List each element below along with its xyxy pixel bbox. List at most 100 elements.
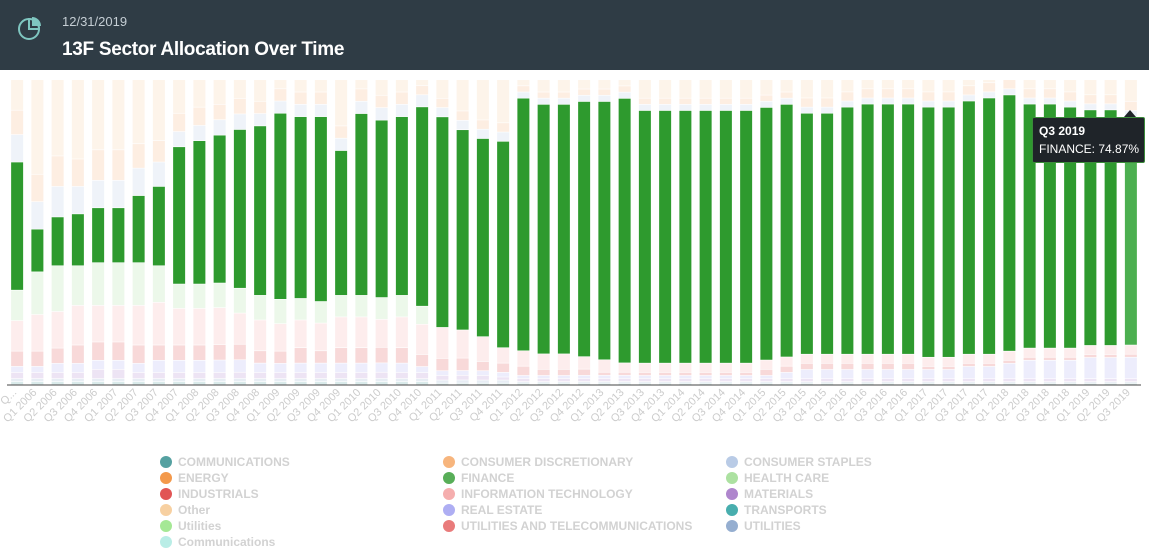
bar-segment[interactable] — [51, 156, 64, 187]
bar-segment[interactable] — [638, 80, 651, 98]
bar-segment[interactable] — [416, 354, 429, 367]
bar-segment[interactable] — [1064, 348, 1077, 357]
bar-segment[interactable] — [395, 363, 408, 373]
bar-segment[interactable] — [719, 378, 732, 382]
bar-segment[interactable] — [497, 363, 510, 373]
bar-segment[interactable] — [335, 378, 348, 382]
bar-segment[interactable] — [11, 378, 24, 382]
bar-segment[interactable] — [497, 80, 510, 123]
bar-segment[interactable] — [314, 104, 327, 117]
bar-segment[interactable] — [557, 383, 570, 385]
bar-segment[interactable] — [537, 98, 550, 105]
bar-segment[interactable] — [375, 347, 388, 363]
bar-segment[interactable] — [314, 92, 327, 105]
bar-segment[interactable] — [780, 92, 793, 98]
bar-segment[interactable] — [254, 363, 267, 373]
bar-segment[interactable] — [679, 110, 692, 363]
bar-segment[interactable] — [1104, 378, 1117, 382]
bar-segment[interactable] — [213, 307, 226, 345]
bar-segment[interactable] — [314, 80, 327, 92]
bar-segment[interactable] — [618, 375, 631, 379]
bar-segment[interactable] — [760, 80, 773, 95]
bar-segment[interactable] — [416, 366, 429, 373]
bar-segment[interactable] — [719, 383, 732, 385]
bar-segment[interactable] — [173, 147, 186, 284]
bar-segment[interactable] — [314, 372, 327, 379]
bar-segment[interactable] — [557, 104, 570, 354]
bar-segment[interactable] — [902, 383, 915, 385]
bar-segment[interactable] — [740, 378, 753, 382]
bar-segment[interactable] — [679, 372, 692, 376]
bar-segment[interactable] — [942, 80, 955, 92]
bar-segment[interactable] — [456, 80, 469, 111]
legend-item[interactable]: REAL ESTATE — [443, 502, 542, 518]
bar-segment[interactable] — [861, 354, 874, 364]
bar-segment[interactable] — [11, 372, 24, 379]
bar-segment[interactable] — [557, 80, 570, 92]
bar-segment[interactable] — [1084, 104, 1097, 110]
bar-segment[interactable] — [699, 80, 712, 98]
bar-segment[interactable] — [436, 80, 449, 98]
bar-segment[interactable] — [942, 381, 955, 383]
bar-segment[interactable] — [193, 107, 206, 126]
bar-segment[interactable] — [699, 363, 712, 373]
bar-segment[interactable] — [152, 80, 165, 141]
bar-segment[interactable] — [51, 381, 64, 385]
bar-segment[interactable] — [780, 80, 793, 92]
bar-segment[interactable] — [11, 351, 24, 367]
bar-segment[interactable] — [31, 202, 44, 229]
bar-segment[interactable] — [1064, 378, 1077, 382]
bar-segment[interactable] — [436, 380, 449, 383]
bar-segment[interactable] — [294, 381, 307, 385]
bar-segment[interactable] — [861, 89, 874, 98]
bar-segment[interactable] — [780, 104, 793, 357]
bar-segment[interactable] — [638, 378, 651, 382]
bar-segment[interactable] — [760, 360, 773, 369]
bar-segment[interactable] — [395, 116, 408, 296]
bar-segment[interactable] — [51, 311, 64, 348]
bar-segment[interactable] — [294, 116, 307, 299]
bar-segment[interactable] — [902, 104, 915, 354]
bar-segment[interactable] — [841, 101, 854, 107]
bar-segment[interactable] — [841, 378, 854, 382]
bar-segment[interactable] — [193, 360, 206, 373]
bar-segment[interactable] — [821, 113, 834, 354]
bar-segment[interactable] — [719, 363, 732, 373]
bar-segment[interactable] — [213, 381, 226, 385]
bar-segment[interactable] — [578, 95, 591, 102]
bar-segment[interactable] — [699, 104, 712, 111]
bar-segment[interactable] — [355, 381, 368, 385]
bar-segment[interactable] — [659, 372, 672, 376]
bar-segment[interactable] — [740, 383, 753, 385]
bar-segment[interactable] — [780, 98, 793, 105]
bar-segment[interactable] — [800, 107, 813, 113]
bar-segment[interactable] — [881, 381, 894, 383]
bar-segment[interactable] — [800, 98, 813, 107]
bar-segment[interactable] — [881, 369, 894, 379]
bar-segment[interactable] — [213, 104, 226, 120]
bar-segment[interactable] — [11, 80, 24, 110]
bar-segment[interactable] — [1003, 89, 1016, 95]
bar-segment[interactable] — [497, 380, 510, 383]
bar-segment[interactable] — [962, 383, 975, 385]
bar-segment[interactable] — [1104, 95, 1117, 104]
bar-segment[interactable] — [962, 95, 975, 101]
bar-segment[interactable] — [719, 110, 732, 363]
bar-segment[interactable] — [760, 101, 773, 108]
bar-segment[interactable] — [193, 284, 206, 309]
bar-segment[interactable] — [1023, 381, 1036, 383]
bar-segment[interactable] — [881, 383, 894, 385]
bar-segment[interactable] — [1003, 383, 1016, 385]
bar-segment[interactable] — [598, 372, 611, 376]
bar-segment[interactable] — [395, 104, 408, 117]
bar-segment[interactable] — [760, 381, 773, 383]
bar-segment[interactable] — [152, 381, 165, 385]
bar-segment[interactable] — [578, 383, 591, 385]
bar-segment[interactable] — [274, 378, 287, 382]
legend-item[interactable]: Other — [160, 502, 210, 518]
bar-segment[interactable] — [112, 360, 125, 370]
bar-segment[interactable] — [274, 80, 287, 89]
bar-segment[interactable] — [294, 80, 307, 92]
bar-segment[interactable] — [861, 104, 874, 354]
bar-segment[interactable] — [254, 113, 267, 126]
